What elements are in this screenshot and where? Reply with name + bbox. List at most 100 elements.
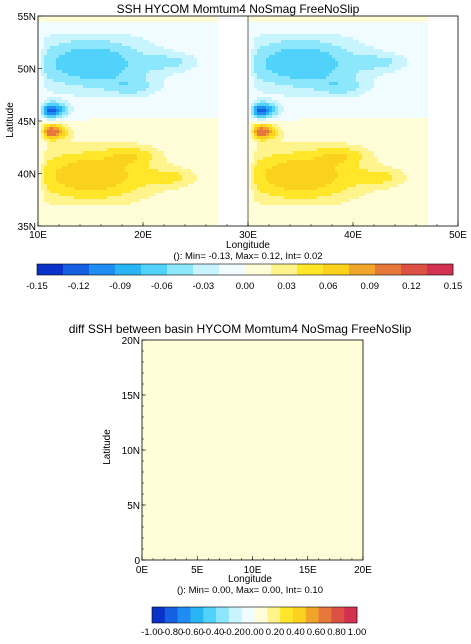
field-cell: [113, 175, 117, 179]
field-cell: [272, 193, 276, 197]
field-cell: [164, 64, 168, 68]
field-cell: [83, 121, 87, 125]
field-cell: [209, 118, 213, 122]
field-cell: [71, 34, 75, 38]
field-cell: [188, 175, 192, 179]
field-cell: [185, 25, 189, 29]
field-cell: [209, 112, 213, 116]
field-cell: [122, 28, 126, 32]
field-cell: [182, 73, 186, 77]
field-cell: [149, 187, 153, 191]
field-cell: [275, 148, 279, 152]
field-cell: [59, 193, 63, 197]
field-cell: [53, 100, 57, 104]
field-cell: [215, 103, 219, 107]
field-cell: [146, 73, 150, 77]
field-cell: [203, 40, 207, 44]
field-cell: [128, 100, 132, 104]
field-cell: [98, 85, 102, 89]
field-cell: [158, 106, 162, 110]
field-cell: [155, 160, 159, 164]
field-cell: [59, 139, 63, 143]
field-cell: [155, 31, 159, 35]
field-cell: [158, 112, 162, 116]
field-cell: [182, 70, 186, 74]
field-cell: [95, 85, 99, 89]
field-cell: [173, 82, 177, 86]
field-cell: [131, 37, 135, 41]
field-cell: [188, 40, 192, 44]
field-cell: [47, 160, 51, 164]
field-cell: [179, 214, 183, 218]
field-cell: [269, 85, 273, 89]
field-cell: [50, 25, 54, 29]
field-cell: [92, 175, 96, 179]
field-cell: [251, 67, 255, 71]
field-cell: [59, 223, 63, 227]
field-cell: [65, 55, 69, 59]
field-cell: [110, 157, 114, 161]
field-cell: [200, 91, 204, 95]
field-cell: [275, 70, 279, 74]
field-cell: [77, 193, 81, 197]
field-cell: [170, 49, 174, 53]
field-cell: [65, 82, 69, 86]
field-cell: [188, 136, 192, 140]
field-cell: [92, 166, 96, 170]
field-cell: [122, 196, 126, 200]
field-cell: [260, 31, 264, 35]
field-cell: [83, 16, 87, 20]
field-cell: [155, 28, 159, 32]
field-cell: [161, 208, 165, 212]
field-cell: [83, 28, 87, 32]
field-cell: [170, 70, 174, 74]
field-cell: [95, 67, 99, 71]
field-cell: [143, 103, 147, 107]
field-cell: [68, 205, 72, 209]
field-cell: [47, 163, 51, 167]
field-cell: [209, 103, 213, 107]
field-cell: [251, 31, 255, 35]
field-cell: [269, 70, 273, 74]
field-cell: [41, 100, 45, 104]
field-cell: [62, 148, 66, 152]
field-cell: [272, 31, 276, 35]
field-cell: [170, 127, 174, 131]
field-cell: [170, 109, 174, 113]
field-cell: [71, 205, 75, 209]
field-cell: [155, 211, 159, 215]
field-cell: [164, 112, 168, 116]
field-cell: [263, 157, 267, 161]
field-cell: [176, 31, 180, 35]
field-cell: [191, 193, 195, 197]
field-cell: [71, 136, 75, 140]
field-cell: [188, 43, 192, 47]
field-cell: [137, 148, 141, 152]
field-cell: [167, 202, 171, 206]
field-cell: [269, 151, 273, 155]
field-cell: [134, 211, 138, 215]
field-cell: [155, 112, 159, 116]
field-cell: [110, 160, 114, 164]
field-cell: [68, 157, 72, 161]
field-cell: [197, 118, 201, 122]
field-cell: [131, 79, 135, 83]
field-cell: [86, 79, 90, 83]
field-cell: [107, 58, 111, 62]
field-cell: [80, 127, 84, 131]
field-cell: [269, 166, 273, 170]
field-cell: [188, 124, 192, 128]
field-cell: [101, 100, 105, 104]
field-cell: [143, 25, 147, 29]
field-cell: [173, 43, 177, 47]
field-cell: [197, 88, 201, 92]
field-cell: [146, 61, 150, 65]
field-cell: [125, 100, 129, 104]
field-cell: [62, 55, 66, 59]
field-cell: [122, 82, 126, 86]
field-cell: [212, 193, 216, 197]
field-cell: [155, 22, 159, 26]
field-cell: [77, 52, 81, 56]
field-cell: [161, 64, 165, 68]
field-cell: [116, 79, 120, 83]
